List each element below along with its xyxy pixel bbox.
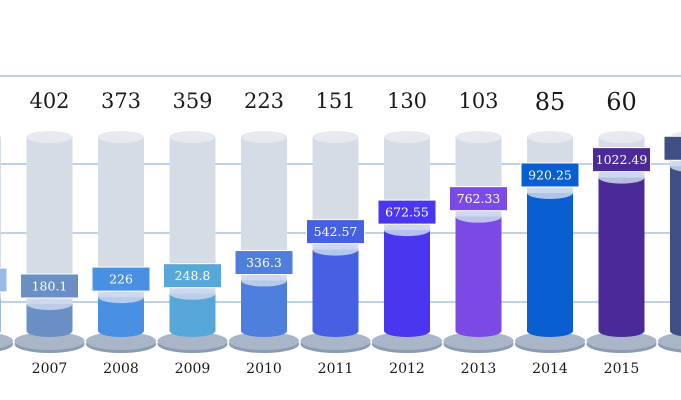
bar-cap bbox=[384, 224, 430, 237]
bar-base-top bbox=[300, 332, 371, 350]
top-count-label: 359 bbox=[172, 89, 212, 113]
bar-bottom bbox=[455, 325, 502, 337]
value-label-box bbox=[306, 219, 365, 245]
year-label: 2013 bbox=[461, 361, 497, 377]
bar-cap bbox=[598, 171, 645, 184]
value-label: 920.25 bbox=[528, 167, 572, 182]
bar bbox=[241, 280, 287, 331]
year-label: 2007 bbox=[32, 361, 68, 377]
bar bbox=[455, 216, 502, 331]
bar-base-top bbox=[86, 332, 156, 350]
value-label-box bbox=[377, 199, 437, 225]
top-count-label: 151 bbox=[315, 89, 355, 113]
value-label-box bbox=[663, 135, 681, 161]
value-label: 1022.49 bbox=[596, 152, 648, 167]
bar-background bbox=[0, 137, 1, 331]
bar-base-top bbox=[14, 332, 85, 350]
bar bbox=[312, 249, 359, 331]
top-count-label: 85 bbox=[535, 88, 566, 116]
value-label-box bbox=[520, 162, 580, 188]
year-label: 2014 bbox=[532, 361, 568, 377]
bar-base-top bbox=[372, 332, 442, 350]
value-label: 542.57 bbox=[314, 224, 358, 239]
value-label-box bbox=[20, 273, 79, 299]
bar-background-cap bbox=[312, 131, 359, 143]
bar-base-top bbox=[658, 332, 681, 350]
year-label: 2008 bbox=[103, 361, 139, 377]
value-label-box bbox=[592, 147, 651, 173]
bar-bottom bbox=[384, 325, 430, 337]
value-label-box bbox=[91, 266, 151, 292]
bar-cap bbox=[98, 291, 144, 304]
bar-cap bbox=[26, 297, 73, 310]
value-label-box bbox=[0, 267, 8, 293]
bar-base-top bbox=[515, 332, 585, 350]
bar-base-top bbox=[586, 332, 657, 350]
value-label: 672.55 bbox=[385, 205, 429, 220]
value-label: 762.33 bbox=[457, 191, 501, 206]
top-count-label: 223 bbox=[244, 89, 284, 113]
bar-background-cap bbox=[169, 131, 216, 143]
value-label-box bbox=[163, 263, 222, 289]
bar-bottom bbox=[241, 325, 287, 337]
top-count-label: 402 bbox=[29, 89, 69, 113]
bar-bottom bbox=[98, 325, 144, 337]
bar-background-cap bbox=[384, 131, 430, 143]
bar-background-cap bbox=[527, 131, 573, 143]
bar-background-cap bbox=[26, 131, 73, 143]
year-label: 2009 bbox=[175, 361, 211, 377]
bar-background-cap bbox=[0, 135, 1, 139]
value-label-box bbox=[449, 186, 508, 212]
bar-base-top bbox=[157, 332, 228, 350]
bar-cap bbox=[0, 296, 1, 300]
value-label: 336.3 bbox=[246, 255, 282, 270]
bar-base-top bbox=[229, 332, 299, 350]
bar-cap bbox=[527, 186, 573, 199]
bar-cap bbox=[312, 243, 359, 256]
year-label: 2015 bbox=[604, 361, 640, 377]
top-count-label: 60 bbox=[606, 88, 637, 116]
value-label: 248.8 bbox=[175, 268, 211, 283]
bar-cap bbox=[241, 274, 287, 287]
year-label: 2010 bbox=[246, 361, 282, 377]
year-label: 2011 bbox=[318, 361, 354, 377]
year-label: 2012 bbox=[389, 361, 425, 377]
bar-cap bbox=[455, 210, 502, 223]
top-count-label: 373 bbox=[101, 89, 141, 113]
bar-cap bbox=[169, 287, 216, 300]
bar bbox=[527, 192, 573, 331]
bar-background-cap bbox=[455, 131, 502, 143]
bar-bottom bbox=[26, 325, 73, 337]
bar-background-cap bbox=[241, 131, 287, 143]
value-label: 180.1 bbox=[32, 278, 68, 293]
bar bbox=[169, 293, 216, 331]
value-label-box bbox=[234, 250, 294, 276]
bar bbox=[0, 298, 1, 331]
bar-base-top bbox=[443, 332, 514, 350]
bar-bottom bbox=[598, 325, 645, 337]
bars bbox=[0, 131, 681, 353]
labels: 180.1 402 2007 226 373 2008 248.8 359 2009 336.3 2… bbox=[0, 88, 681, 377]
bar-bottom bbox=[670, 325, 681, 337]
bar bbox=[384, 230, 430, 331]
bar-bottom bbox=[169, 325, 216, 337]
bar-bottom bbox=[527, 325, 573, 337]
bar bbox=[670, 166, 681, 331]
bar-background-cap bbox=[598, 131, 645, 143]
top-count-label: 130 bbox=[387, 89, 427, 113]
bar bbox=[598, 177, 645, 331]
value-label: 226 bbox=[109, 272, 133, 287]
bar-base-top bbox=[0, 334, 13, 348]
bar-cap bbox=[670, 161, 681, 172]
bar-bottom bbox=[312, 325, 359, 337]
bar-bottom bbox=[0, 329, 1, 333]
top-count-label: 103 bbox=[458, 89, 498, 113]
bar-background-cap bbox=[98, 131, 144, 143]
